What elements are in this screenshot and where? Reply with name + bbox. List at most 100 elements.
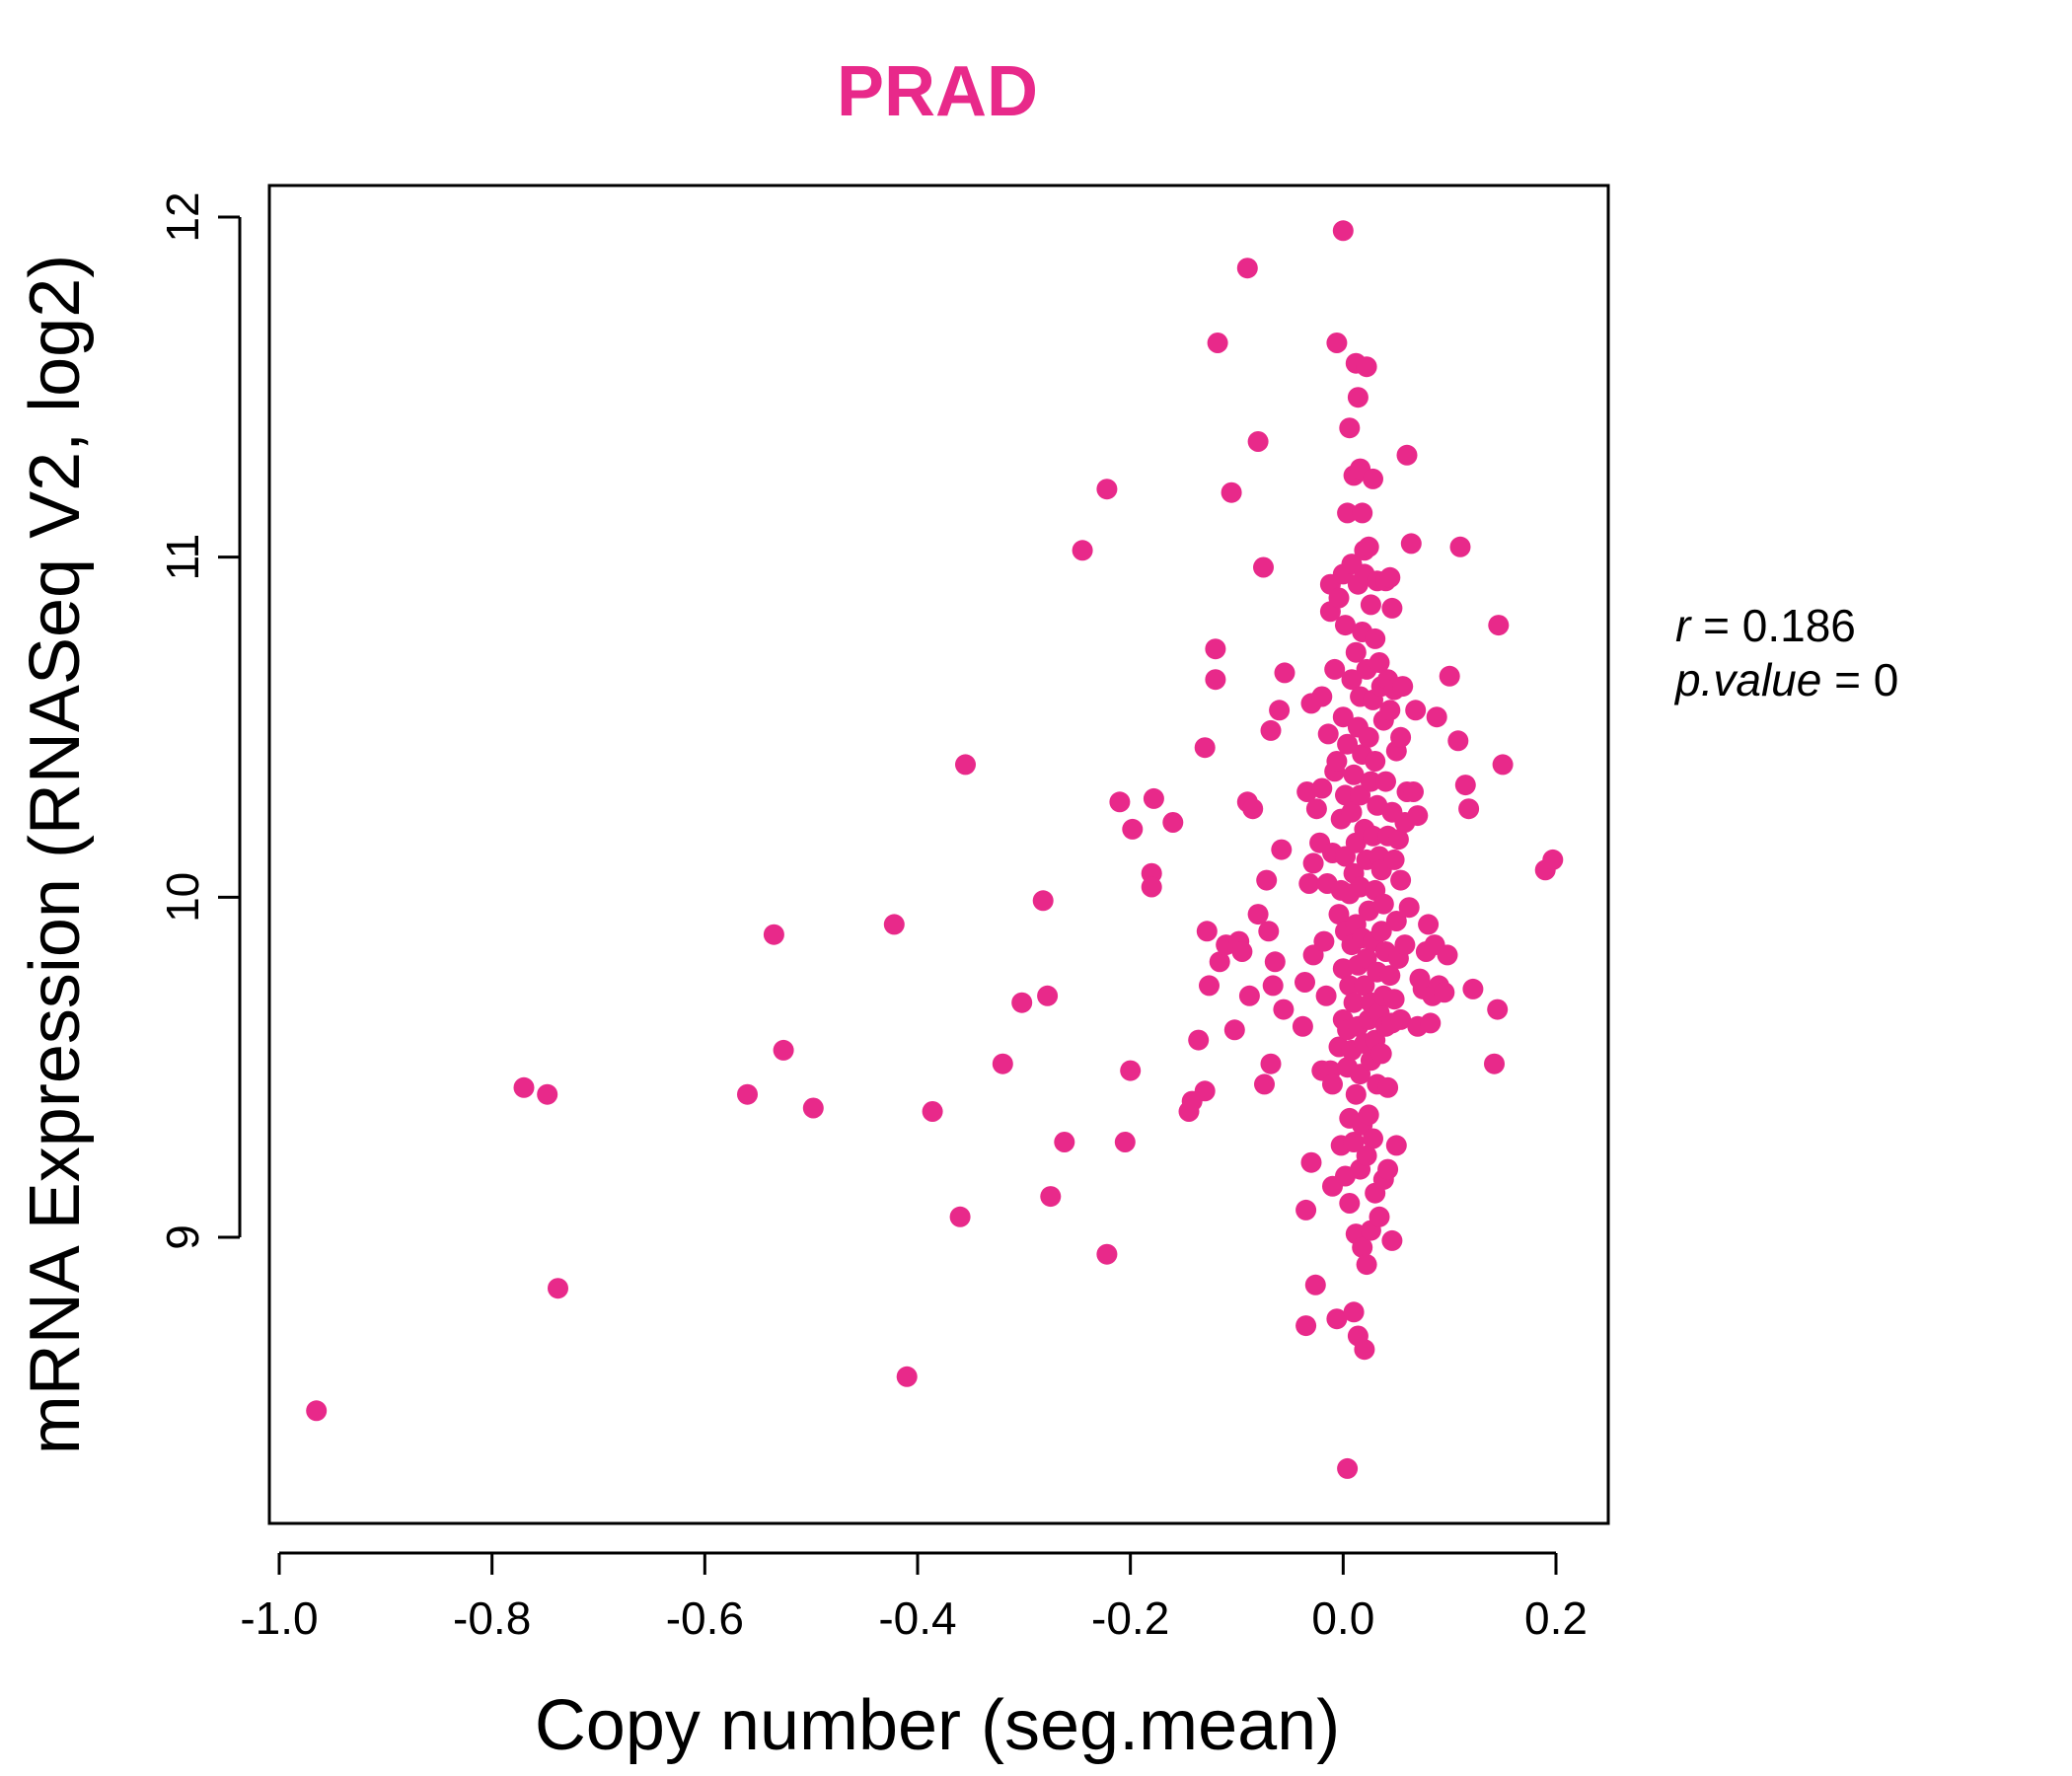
- x-axis-label: Copy number (seg.mean): [535, 1686, 1340, 1765]
- data-point: [1337, 733, 1359, 755]
- data-point: [1194, 1080, 1216, 1102]
- data-point: [773, 1039, 794, 1061]
- data-point: [955, 754, 976, 776]
- data-point: [1120, 1060, 1142, 1081]
- data-point: [1365, 628, 1386, 649]
- data-point: [1122, 818, 1144, 840]
- data-point: [1454, 775, 1476, 796]
- data-point: [1264, 951, 1286, 973]
- stat-r-value: 0.186: [1742, 600, 1856, 651]
- data-point: [1326, 333, 1348, 353]
- y-tick-label: 10: [157, 872, 208, 923]
- data-point: [1188, 1029, 1210, 1051]
- data-point: [1194, 737, 1216, 759]
- x-tick-label: -1.0: [240, 1592, 318, 1644]
- data-point: [1385, 1135, 1407, 1156]
- data-point: [1260, 719, 1282, 741]
- data-point: [1295, 1199, 1317, 1221]
- data-point: [1377, 1158, 1399, 1180]
- data-point: [1356, 1254, 1377, 1276]
- data-point: [1418, 914, 1440, 935]
- data-point: [1363, 825, 1383, 847]
- data-point: [922, 1101, 943, 1122]
- data-point: [949, 1206, 971, 1227]
- data-point: [1385, 911, 1407, 931]
- data-point: [1379, 965, 1401, 987]
- data-point: [1322, 1073, 1343, 1095]
- data-point: [1295, 1315, 1317, 1337]
- y-axis: 9 10 11 12: [157, 191, 242, 1250]
- data-point: [1274, 662, 1295, 684]
- data-point: [1262, 975, 1284, 997]
- data-point: [1341, 669, 1363, 691]
- data-point: [1143, 787, 1164, 809]
- data-point: [1231, 941, 1253, 962]
- data-point: [1345, 641, 1367, 663]
- data-point: [1363, 1128, 1383, 1149]
- data-point: [1317, 723, 1339, 745]
- data-point: [1332, 220, 1354, 242]
- data-point: [1054, 1132, 1075, 1152]
- data-point: [1345, 1083, 1367, 1105]
- data-point: [1335, 615, 1356, 636]
- data-point: [1405, 700, 1427, 721]
- data-point: [1302, 852, 1324, 874]
- data-point: [1542, 849, 1564, 870]
- stat-p-value: 0: [1874, 654, 1899, 705]
- data-point: [1370, 921, 1392, 942]
- data-point: [1221, 481, 1242, 503]
- data-point: [1292, 1015, 1313, 1037]
- data-point: [1484, 1053, 1505, 1074]
- data-point: [1437, 944, 1458, 966]
- data-point: [1337, 1457, 1359, 1479]
- data-point: [1337, 502, 1359, 524]
- data-point: [1343, 992, 1365, 1013]
- data-point: [1356, 356, 1377, 378]
- data-point: [1383, 849, 1405, 870]
- data-point: [883, 914, 905, 935]
- data-point: [1369, 652, 1390, 673]
- data-point: [992, 1053, 1013, 1074]
- data-point: [1396, 444, 1418, 466]
- data-point: [1426, 706, 1447, 728]
- data-point: [1420, 1012, 1442, 1034]
- data-point: [1207, 333, 1228, 353]
- data-point: [1256, 869, 1278, 891]
- x-axis: -1.0 -0.8 -0.6 -0.4 -0.2 0.0 0.2: [240, 1551, 1588, 1644]
- data-point: [1390, 726, 1412, 748]
- data-point: [306, 1400, 328, 1422]
- data-point: [1236, 258, 1258, 279]
- data-point: [896, 1366, 918, 1387]
- data-point: [763, 924, 784, 945]
- data-point: [1199, 975, 1220, 997]
- stat-r-label: r: [1675, 600, 1692, 651]
- x-tick-label: 0.2: [1524, 1592, 1588, 1644]
- data-point: [1254, 1073, 1275, 1095]
- data-point: [1011, 992, 1033, 1013]
- stat-r-equals: =: [1703, 600, 1742, 651]
- x-tick-label: -0.2: [1091, 1592, 1169, 1644]
- data-point: [1326, 751, 1348, 772]
- stat-p-equals: =: [1834, 654, 1874, 705]
- data-point: [1383, 989, 1405, 1010]
- points-layer: [306, 220, 1564, 1479]
- data-point: [1326, 1308, 1348, 1330]
- data-point: [1109, 791, 1131, 813]
- data-point: [1375, 771, 1396, 792]
- data-point: [1260, 1053, 1282, 1074]
- data-point: [1356, 1145, 1377, 1166]
- data-point: [1032, 890, 1054, 912]
- data-point: [1343, 1132, 1365, 1152]
- data-point: [1379, 566, 1401, 588]
- data-point: [1369, 1206, 1390, 1227]
- chart-title: PRAD: [837, 52, 1038, 131]
- data-point: [1238, 985, 1260, 1006]
- data-point: [1377, 1076, 1399, 1098]
- stat-r: r = 0.186: [1675, 600, 1856, 651]
- y-tick-label: 9: [157, 1224, 208, 1250]
- x-tick-label: -0.4: [878, 1592, 956, 1644]
- data-point: [1339, 417, 1361, 439]
- data-point: [1242, 798, 1264, 820]
- data-point: [1253, 556, 1274, 578]
- y-axis-label: mRNA Expression (RNASeq V2, log2): [16, 255, 95, 1454]
